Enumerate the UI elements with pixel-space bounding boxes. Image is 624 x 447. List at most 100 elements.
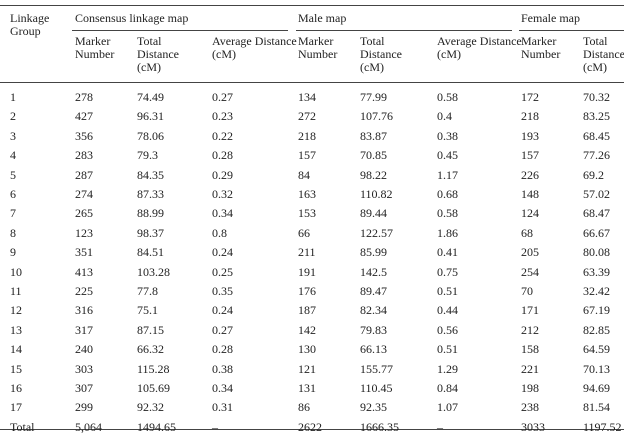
cell: 3033 <box>521 419 545 434</box>
cell: 5,064 <box>75 419 102 434</box>
row-label: 17 <box>10 400 22 415</box>
cell: 124 <box>521 206 539 221</box>
cell: 79.83 <box>360 322 387 337</box>
cell: 115.28 <box>137 361 170 376</box>
cell: 70.32 <box>583 90 610 104</box>
cell: 1.29 <box>437 361 458 376</box>
cell: 0.22 <box>212 128 233 143</box>
cell: 0.28 <box>212 148 233 163</box>
cell: 121 <box>298 361 316 376</box>
cell: 0.8 <box>212 225 227 240</box>
cell: 317 <box>75 322 93 337</box>
cell: 84 <box>298 167 310 182</box>
row-label: 6 <box>10 187 16 201</box>
cell: 218 <box>521 109 539 124</box>
cell: 0.44 <box>437 303 458 318</box>
group-rule <box>519 30 624 31</box>
cell: 110.45 <box>360 381 393 395</box>
cell: 205 <box>521 245 539 260</box>
cell: 142.5 <box>360 264 387 279</box>
cell: 0.27 <box>212 90 233 104</box>
cell: 171 <box>521 303 539 318</box>
group-header: Female map <box>521 11 580 25</box>
cell: 0.38 <box>212 361 233 376</box>
cell: 0.34 <box>212 206 233 221</box>
cell: 134 <box>298 90 316 104</box>
cell: 356 <box>75 128 93 143</box>
cell: 130 <box>298 342 316 357</box>
cell: 67.19 <box>583 303 610 318</box>
cell: 187 <box>298 303 316 318</box>
cell: 427 <box>75 109 93 124</box>
row-label: 13 <box>10 322 22 337</box>
cell: 0.24 <box>212 245 233 260</box>
cell: 0.51 <box>437 342 458 357</box>
cell: 68.47 <box>583 206 610 221</box>
cell: 0.34 <box>212 381 233 395</box>
cell: 85.99 <box>360 245 387 260</box>
row-label: 12 <box>10 303 22 318</box>
cell: 1666.35 <box>360 419 399 434</box>
cell: 32.42 <box>583 284 610 298</box>
cell: 211 <box>298 245 316 260</box>
cell: 198 <box>521 381 539 395</box>
row-label: 9 <box>10 245 16 260</box>
cell: 66.13 <box>360 342 387 357</box>
cell: 240 <box>75 342 93 357</box>
cell: 66.32 <box>137 342 164 357</box>
cell: 0.32 <box>212 187 233 201</box>
cell: 0.56 <box>437 322 458 337</box>
cell: 265 <box>75 206 93 221</box>
cell: 70.13 <box>583 361 610 376</box>
cell: 218 <box>298 128 316 143</box>
row-label: 7 <box>10 206 16 221</box>
cell: 107.76 <box>360 109 393 124</box>
cell: 0.31 <box>212 400 233 415</box>
cell: 75.1 <box>137 303 158 318</box>
cell: 0.38 <box>437 128 458 143</box>
column-header: Total Distance (cM) <box>137 34 179 74</box>
cell: 238 <box>521 400 539 415</box>
cell: 94.69 <box>583 381 610 395</box>
cell: 303 <box>75 361 93 376</box>
row-label: 16 <box>10 381 22 395</box>
cell: 88.99 <box>137 206 164 221</box>
group-rule <box>72 30 288 31</box>
cell: 193 <box>521 128 539 143</box>
cell: 78.06 <box>137 128 164 143</box>
cell: 96.31 <box>137 109 164 124</box>
cell: 287 <box>75 167 93 182</box>
header-rule <box>0 82 624 83</box>
row-label: 14 <box>10 342 22 357</box>
cell: 0.27 <box>212 322 233 337</box>
cell: 272 <box>298 109 316 124</box>
cell: 0.45 <box>437 148 458 163</box>
cell: 87.15 <box>137 322 164 337</box>
cell: 79.3 <box>137 148 158 163</box>
cell: 0.28 <box>212 342 233 357</box>
cell: 283 <box>75 148 93 163</box>
group-header: Consensus linkage map <box>75 11 189 25</box>
row-label: 15 <box>10 361 22 376</box>
cell: 0.68 <box>437 187 458 201</box>
cell: 86 <box>298 400 310 415</box>
cell: 351 <box>75 245 93 260</box>
cell: 122.57 <box>360 225 393 240</box>
cell: 77.8 <box>137 284 158 298</box>
cell: 84.35 <box>137 167 164 182</box>
cell: 142 <box>298 322 316 337</box>
cell: 1.07 <box>437 400 458 415</box>
cell: 89.44 <box>360 206 387 221</box>
cell: 1197.52 <box>583 419 622 434</box>
cell: 413 <box>75 264 93 279</box>
cell: 77.99 <box>360 90 387 104</box>
cell: 0.23 <box>212 109 233 124</box>
cell: 1.17 <box>437 167 458 182</box>
cell: 92.32 <box>137 400 164 415</box>
cell: 299 <box>75 400 93 415</box>
cell: 92.35 <box>360 400 387 415</box>
column-header: Marker Number <box>75 34 115 61</box>
cell: 0.51 <box>437 284 458 298</box>
group-header: Male map <box>298 11 347 25</box>
cell: 0.41 <box>437 245 458 260</box>
